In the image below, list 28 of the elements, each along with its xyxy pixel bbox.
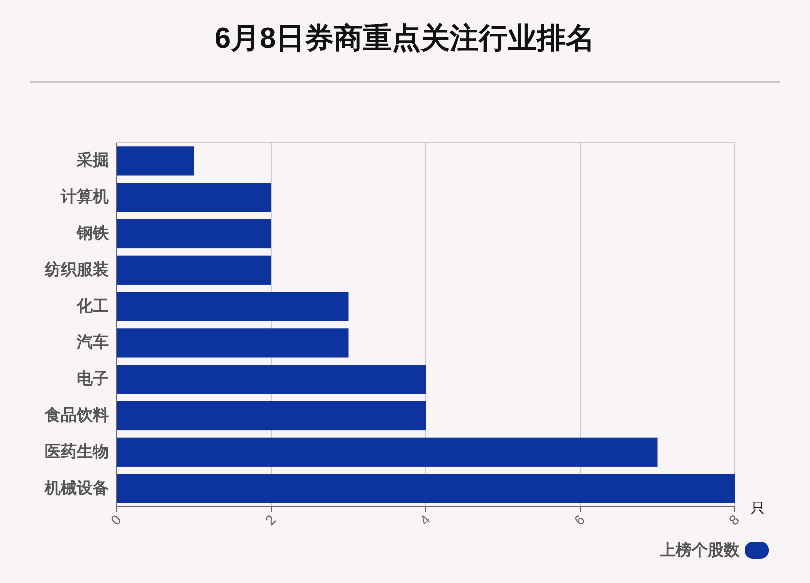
bar [117, 474, 735, 504]
y-tick-label: 食品饮料 [44, 406, 109, 424]
y-tick-label: 机械设备 [44, 479, 109, 498]
y-tick-label: 汽车 [76, 334, 109, 352]
x-tick-label: 4 [416, 512, 434, 528]
y-tick-label: 纺织服装 [44, 260, 109, 279]
bar [117, 146, 194, 176]
y-tick-label: 化工 [76, 297, 109, 316]
chart-title: 6月8日券商重点关注行业排名 [214, 22, 596, 55]
x-axis-title: 只 [751, 500, 765, 516]
y-tick-label: 采掘 [76, 152, 109, 170]
legend-label: 上榜个股数 [659, 542, 741, 560]
x-tick-label: 6 [571, 512, 588, 528]
y-tick-label: 电子 [77, 370, 109, 388]
bar [117, 219, 272, 249]
bar [117, 365, 426, 394]
y-tick-label: 计算机 [60, 188, 109, 206]
x-tick-label: 8 [726, 512, 743, 528]
bar [117, 401, 426, 431]
bar [117, 328, 349, 358]
bar [117, 292, 349, 322]
y-tick-label: 钢铁 [76, 224, 110, 242]
y-tick-label: 医药生物 [45, 442, 109, 461]
x-tick-label: 2 [262, 512, 280, 528]
x-tick-label: 0 [108, 512, 125, 528]
bar [117, 256, 272, 285]
bar [117, 438, 658, 467]
bar [117, 183, 272, 212]
